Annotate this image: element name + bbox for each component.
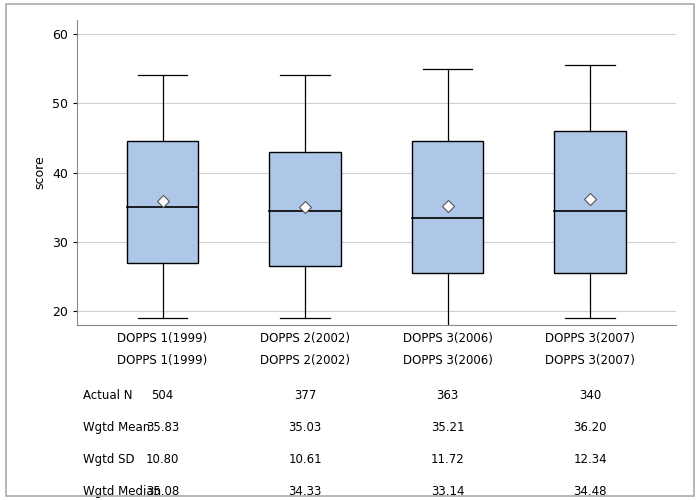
Text: 10.61: 10.61 (288, 454, 322, 466)
Bar (270, 152, 341, 266)
Text: DOPPS 3(2006): DOPPS 3(2006) (402, 354, 492, 367)
Text: 35.21: 35.21 (430, 422, 464, 434)
Text: 340: 340 (579, 390, 601, 402)
Text: 363: 363 (436, 390, 459, 402)
Text: Wgtd Mean: Wgtd Mean (83, 422, 150, 434)
Text: 35.83: 35.83 (146, 422, 179, 434)
Y-axis label: score: score (34, 156, 46, 190)
Text: 33.14: 33.14 (430, 486, 464, 498)
Text: 34.33: 34.33 (288, 486, 322, 498)
Text: DOPPS 1(1999): DOPPS 1(1999) (118, 354, 208, 367)
Text: 10.80: 10.80 (146, 454, 179, 466)
Text: 36.20: 36.20 (573, 422, 607, 434)
Text: 377: 377 (294, 390, 316, 402)
Text: DOPPS 2(2002): DOPPS 2(2002) (260, 354, 350, 367)
Bar (127, 142, 198, 262)
Text: DOPPS 3(2007): DOPPS 3(2007) (545, 354, 635, 367)
Text: 11.72: 11.72 (430, 454, 464, 466)
Text: 35.03: 35.03 (288, 422, 321, 434)
Bar (554, 131, 626, 273)
Text: Wgtd Median: Wgtd Median (83, 486, 161, 498)
Text: Actual N: Actual N (83, 390, 132, 402)
Text: 34.48: 34.48 (573, 486, 607, 498)
Text: 12.34: 12.34 (573, 454, 607, 466)
Text: 504: 504 (151, 390, 174, 402)
Text: 35.08: 35.08 (146, 486, 179, 498)
Bar (412, 142, 483, 273)
Text: Wgtd SD: Wgtd SD (83, 454, 134, 466)
